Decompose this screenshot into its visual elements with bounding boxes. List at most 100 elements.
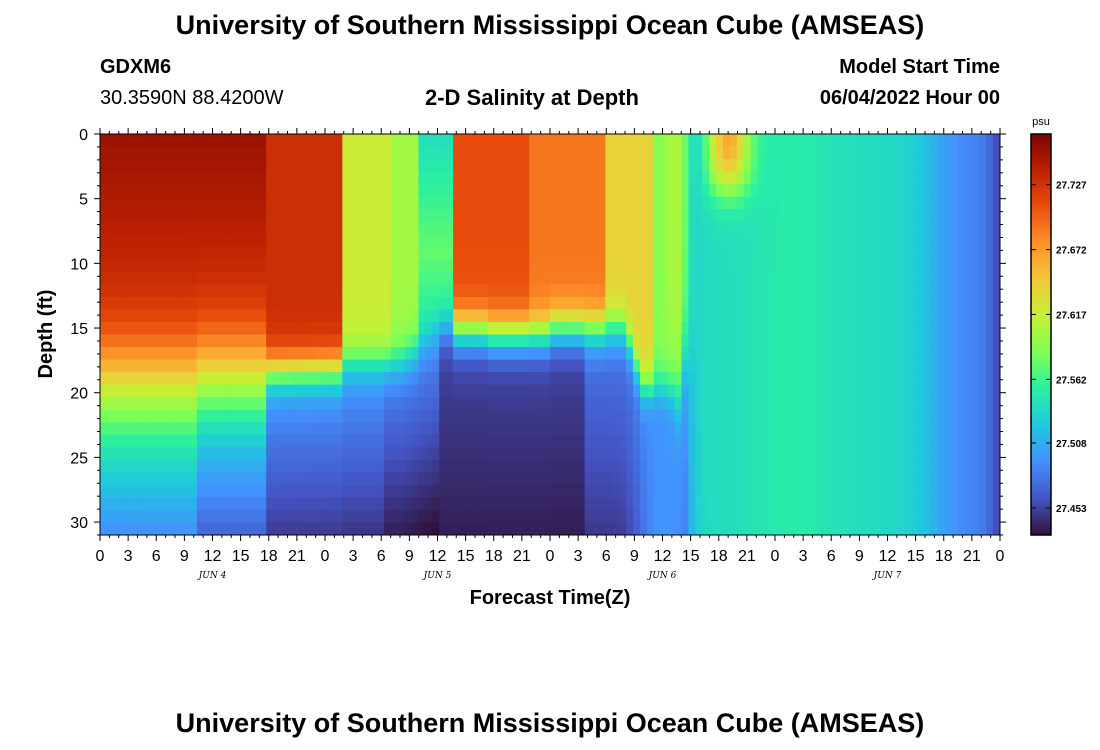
heatmap-cell (127, 171, 136, 185)
heatmap-cell (882, 234, 890, 248)
heatmap-cell (245, 459, 253, 473)
heatmap-cell (300, 159, 309, 173)
heatmap-cell (820, 296, 828, 311)
heatmap-cell (190, 372, 198, 386)
heatmap-cell (252, 309, 260, 323)
heatmap-cell (785, 347, 793, 361)
heatmap-cell (750, 234, 759, 248)
heatmap-cell (231, 397, 240, 411)
heatmap-cell (259, 347, 267, 361)
heatmap-cell (286, 284, 295, 298)
heatmap-cell (646, 509, 655, 524)
heatmap-cell (127, 359, 136, 373)
heatmap-cell (390, 134, 399, 148)
heatmap-cell (536, 347, 544, 361)
heatmap-cell (224, 347, 233, 361)
heatmap-cell (176, 384, 184, 398)
heatmap-cell (529, 472, 537, 486)
heatmap-cell (861, 434, 870, 448)
heatmap-cell (743, 296, 752, 311)
heatmap-cell (238, 309, 246, 323)
heatmap-cell (702, 321, 710, 336)
heatmap-cell (688, 171, 696, 185)
heatmap-cell (273, 234, 281, 248)
heatmap-cell (778, 384, 786, 398)
heatmap-cell (882, 447, 890, 461)
heatmap-cell (958, 184, 966, 198)
heatmap-cell (113, 234, 122, 248)
heatmap-cell (363, 221, 371, 235)
heatmap-cell (522, 259, 530, 273)
heatmap-cell (591, 246, 600, 260)
heatmap-cell (550, 409, 558, 423)
heatmap-cell (785, 234, 793, 248)
heatmap-cell (487, 397, 496, 411)
heatmap-cell (480, 246, 489, 260)
heatmap-cell (660, 171, 669, 185)
heatmap-cell (307, 209, 316, 223)
heatmap-cell (155, 184, 163, 198)
heatmap-cell (259, 434, 267, 448)
heatmap-cell (293, 209, 302, 223)
heatmap-cell (570, 171, 579, 185)
heatmap-cell (238, 509, 246, 524)
heatmap-cell (252, 422, 260, 436)
heatmap-cell (556, 284, 565, 298)
heatmap-cell (176, 159, 184, 173)
heatmap-cell (321, 409, 330, 423)
heatmap-cell (646, 434, 655, 448)
heatmap-cell (972, 146, 980, 160)
heatmap-cell (190, 422, 198, 436)
heatmap-cell (120, 509, 129, 524)
heatmap-cell (363, 484, 371, 499)
heatmap-cell (723, 384, 731, 398)
heatmap-cell (716, 347, 724, 361)
heatmap-cell (605, 422, 613, 436)
heatmap-cell (432, 359, 440, 373)
heatmap-cell (563, 472, 572, 486)
heatmap-cell (363, 259, 371, 273)
heatmap-cell (550, 134, 558, 148)
heatmap-cell (646, 209, 655, 223)
heatmap-cell (217, 472, 226, 486)
heatmap-cell (536, 309, 544, 323)
heatmap-cell (986, 334, 994, 348)
heatmap-cell (840, 484, 849, 499)
heatmap-cell (376, 334, 385, 348)
heatmap-cell (882, 334, 890, 348)
heatmap-cell (148, 434, 156, 448)
heatmap-cell (633, 447, 641, 461)
heatmap-cell (363, 134, 371, 148)
heatmap-cell (709, 271, 717, 285)
heatmap-cell (480, 397, 489, 411)
heatmap-cell (141, 296, 150, 311)
heatmap-cell (868, 359, 876, 373)
heatmap-cell (681, 422, 690, 436)
heatmap-cell (882, 321, 890, 336)
heatmap-cell (404, 271, 413, 285)
heatmap-cell (522, 497, 530, 511)
heatmap-cell (688, 384, 696, 398)
heatmap-cell (473, 171, 482, 185)
heatmap-cell (453, 447, 461, 461)
heatmap-cell (293, 271, 302, 285)
heatmap-cell (605, 334, 613, 348)
heatmap-cell (695, 321, 703, 336)
heatmap-cell (709, 171, 717, 185)
heatmap-cell (473, 134, 482, 148)
heatmap-cell (376, 259, 385, 273)
heatmap-cell (508, 472, 516, 486)
heatmap-cell (633, 196, 641, 210)
heatmap-cell (494, 271, 503, 285)
heatmap-cell (923, 196, 932, 210)
heatmap-cell (626, 309, 634, 323)
heatmap-cell (141, 309, 150, 323)
heatmap-cell (217, 309, 226, 323)
heatmap-cell (577, 334, 586, 348)
heatmap-cell (390, 359, 399, 373)
heatmap-cell (612, 259, 620, 273)
heatmap-cell (321, 484, 330, 499)
heatmap-cell (903, 484, 911, 499)
heatmap-cell (196, 384, 205, 398)
heatmap-cell (100, 447, 108, 461)
